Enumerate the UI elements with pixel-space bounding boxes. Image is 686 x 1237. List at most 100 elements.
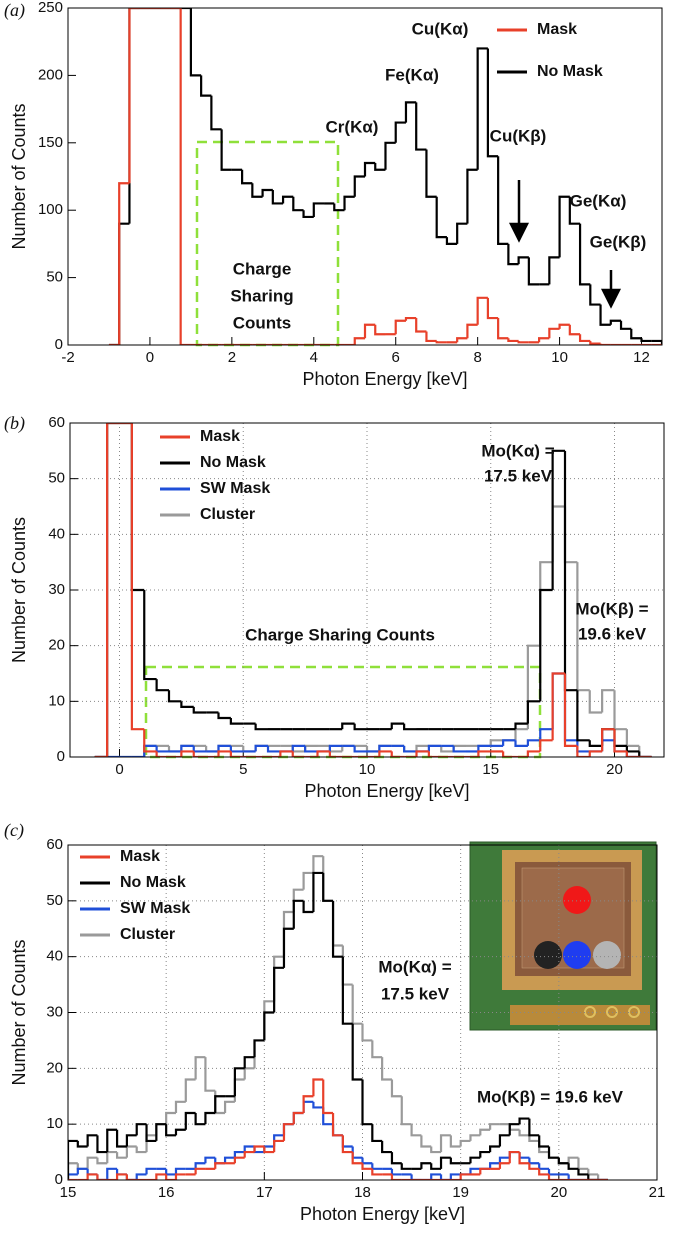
histogram-step xyxy=(125,1145,137,1158)
legend-label: Cluster xyxy=(200,506,255,523)
y-tick-label: 20 xyxy=(48,637,65,654)
histogram-step xyxy=(601,689,615,713)
histogram-step xyxy=(456,337,468,343)
histogram-step xyxy=(341,1135,353,1154)
histogram-step xyxy=(291,744,306,752)
histogram-step xyxy=(180,701,194,708)
histogram-step xyxy=(449,1157,461,1165)
y-tick-label: 30 xyxy=(48,581,65,598)
histogram-step xyxy=(135,1146,147,1154)
histogram-step xyxy=(281,195,294,204)
histogram-step xyxy=(489,739,504,746)
histogram-step xyxy=(192,706,207,714)
histogram-step xyxy=(135,1123,147,1136)
histogram-step xyxy=(498,1156,510,1164)
histogram-step xyxy=(184,1111,196,1130)
histogram-step xyxy=(517,340,529,344)
histogram-step xyxy=(588,750,603,757)
histogram-step xyxy=(106,1167,118,1180)
x-tick-label: 5 xyxy=(239,761,247,778)
histogram-step xyxy=(243,1145,255,1153)
histogram-step xyxy=(333,203,345,212)
y-tick-label: 50 xyxy=(46,269,63,286)
legend-label: Cluster xyxy=(120,926,175,943)
histogram-step xyxy=(381,1140,392,1154)
y-tick-label: 50 xyxy=(48,470,65,487)
histogram-step xyxy=(302,1095,314,1113)
x-axis-label: Photon Energy [keV] xyxy=(302,369,467,389)
histogram-step xyxy=(363,323,376,339)
y-tick-label: 200 xyxy=(38,66,63,83)
histogram-step xyxy=(243,1067,255,1080)
histogram-step xyxy=(384,141,396,170)
histogram-step xyxy=(322,856,334,902)
histogram-step xyxy=(343,195,355,211)
histogram-step xyxy=(430,1173,442,1180)
histogram-step xyxy=(292,1111,304,1125)
x-tick-label: 19 xyxy=(452,1184,469,1201)
annotation: Ge(Kβ) xyxy=(590,232,647,251)
histogram-step xyxy=(538,1168,550,1176)
histogram-step xyxy=(630,328,642,340)
histogram-step xyxy=(576,745,590,757)
histogram-step xyxy=(548,256,560,285)
histogram-step xyxy=(180,744,194,752)
histogram-step xyxy=(439,1134,451,1153)
histogram-step xyxy=(589,340,601,345)
histogram-step xyxy=(514,740,528,747)
y-tick-label: 30 xyxy=(46,1003,63,1020)
plot-frame xyxy=(69,422,665,758)
histogram-step xyxy=(302,210,314,219)
x-axis-label: Photon Energy [keV] xyxy=(304,781,469,801)
annotation: Charge xyxy=(233,259,292,278)
histogram-step xyxy=(331,1124,343,1137)
histogram-step xyxy=(322,1107,334,1126)
plot-area xyxy=(94,423,652,757)
histogram-step xyxy=(576,690,590,742)
y-tick-label: 250 xyxy=(38,0,63,16)
histogram-step xyxy=(341,945,353,986)
histogram-step xyxy=(497,156,509,245)
histogram-step xyxy=(118,182,130,345)
annotation: 17.5 keV xyxy=(484,466,553,485)
y-tick-label: 10 xyxy=(46,1115,63,1132)
histogram-step xyxy=(403,723,417,731)
histogram-step xyxy=(449,1135,461,1148)
histogram-step xyxy=(189,8,202,77)
histogram-step xyxy=(597,1174,608,1180)
histogram-step xyxy=(282,1123,294,1136)
x-tick-label: -2 xyxy=(61,349,74,366)
histogram-step xyxy=(322,872,334,902)
histogram-step xyxy=(415,750,429,757)
histogram-step xyxy=(130,423,145,731)
x-tick-label: 15 xyxy=(60,1184,77,1201)
histogram-step xyxy=(292,899,304,929)
histogram-step xyxy=(479,1128,491,1136)
plot-area xyxy=(108,8,662,345)
histogram-step xyxy=(194,1056,206,1080)
histogram-step xyxy=(302,871,314,890)
histogram-step xyxy=(115,1152,127,1159)
histogram-step xyxy=(563,450,578,692)
histogram-step xyxy=(578,334,591,343)
histogram-step xyxy=(292,196,304,212)
histogram-step xyxy=(390,1174,402,1180)
legend-label: Mask xyxy=(200,428,240,445)
x-tick-label: 16 xyxy=(158,1184,175,1201)
x-tick-label: 0 xyxy=(146,349,154,366)
histogram-step xyxy=(96,1174,108,1180)
histogram-step xyxy=(390,751,405,757)
histogram-step xyxy=(233,1078,245,1102)
histogram-step xyxy=(312,202,325,217)
histogram-step xyxy=(292,1111,304,1125)
y-tick-label: 50 xyxy=(46,892,63,909)
histogram-step xyxy=(351,1146,363,1159)
histogram-step xyxy=(273,1139,284,1153)
histogram-step xyxy=(404,101,417,123)
histogram-step xyxy=(204,1111,216,1125)
histogram-step xyxy=(378,750,392,757)
histogram-step xyxy=(266,745,281,753)
histogram-step xyxy=(130,423,145,592)
histogram-step xyxy=(558,323,570,329)
histogram-step xyxy=(223,1100,235,1113)
